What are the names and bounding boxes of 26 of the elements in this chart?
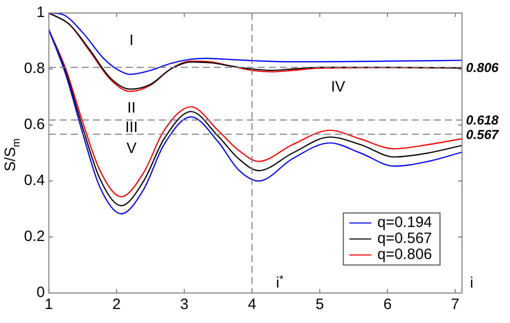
y-tick-label: 0.2 <box>24 228 45 246</box>
ref-line-label: 0.567 <box>466 126 500 142</box>
y-tick-label: 0.4 <box>24 172 45 190</box>
ref-line-label: 0.618 <box>466 112 500 128</box>
x-tick-label: 7 <box>451 296 460 314</box>
legend-label: q=0.567 <box>377 230 432 248</box>
annotation: III <box>125 118 138 136</box>
ref-line-label: i* <box>276 274 284 292</box>
y-tick-label: 0.6 <box>24 116 45 134</box>
legend-label: q=0.806 <box>377 246 432 264</box>
annotation: IV <box>330 78 346 96</box>
x-tick-label: 6 <box>383 296 392 314</box>
y-tick-label: 0.8 <box>24 60 45 78</box>
annotation: II <box>127 99 136 116</box>
x-tick-label: 2 <box>112 296 121 314</box>
y-tick-label: 1 <box>36 4 45 22</box>
y-tick-label: 0 <box>36 284 45 302</box>
ref-line-label: 0.806 <box>466 60 500 75</box>
legend-label: q=0.194 <box>377 214 432 232</box>
x-axis-title: i <box>470 274 474 292</box>
annotation: I <box>129 32 134 50</box>
x-tick-label: 5 <box>316 296 324 314</box>
y-axis-title: S/Sm <box>2 138 23 172</box>
x-tick-label: 4 <box>248 296 256 314</box>
annotation: V <box>126 140 136 157</box>
x-tick-label: 3 <box>180 296 188 314</box>
